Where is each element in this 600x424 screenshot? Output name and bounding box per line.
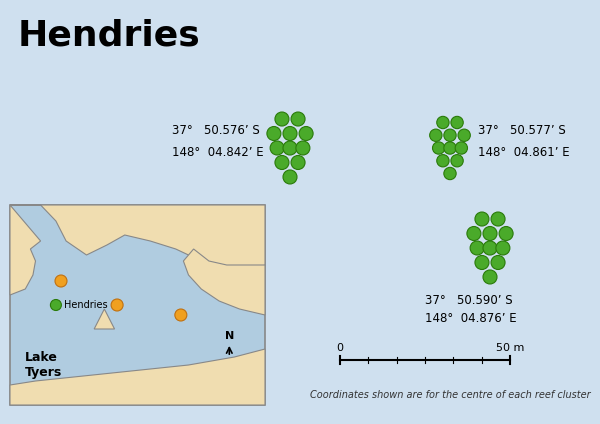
Polygon shape <box>184 249 265 315</box>
Circle shape <box>291 112 305 126</box>
Circle shape <box>483 241 497 255</box>
Circle shape <box>475 256 489 270</box>
Polygon shape <box>10 205 265 275</box>
Circle shape <box>50 299 61 310</box>
Circle shape <box>267 126 281 140</box>
Circle shape <box>433 142 445 154</box>
Text: 50 m: 50 m <box>496 343 524 353</box>
Polygon shape <box>10 205 41 295</box>
Text: Hendries: Hendries <box>64 300 107 310</box>
Circle shape <box>291 156 305 170</box>
Circle shape <box>111 299 123 311</box>
Text: N: N <box>224 331 234 341</box>
Circle shape <box>470 241 484 255</box>
Circle shape <box>444 167 456 180</box>
Circle shape <box>437 155 449 167</box>
Circle shape <box>475 212 489 226</box>
Circle shape <box>483 226 497 240</box>
Circle shape <box>55 275 67 287</box>
Circle shape <box>491 212 505 226</box>
Text: 148°  04.842’ E: 148° 04.842’ E <box>172 147 263 159</box>
Bar <box>10 205 265 405</box>
Circle shape <box>458 129 470 142</box>
Circle shape <box>451 116 463 128</box>
Text: 37°   50.590’ S: 37° 50.590’ S <box>425 293 512 307</box>
Circle shape <box>496 241 510 255</box>
Circle shape <box>283 170 297 184</box>
Circle shape <box>283 141 297 155</box>
Text: Coordinates shown are for the centre of each reef cluster: Coordinates shown are for the centre of … <box>310 390 590 400</box>
Circle shape <box>455 142 467 154</box>
Circle shape <box>283 126 297 140</box>
Polygon shape <box>10 349 265 405</box>
Text: Hendries: Hendries <box>18 18 201 52</box>
Circle shape <box>483 270 497 284</box>
Circle shape <box>296 141 310 155</box>
Text: 148°  04.876’ E: 148° 04.876’ E <box>425 312 517 324</box>
Circle shape <box>451 155 463 167</box>
Circle shape <box>467 226 481 240</box>
Text: 148°  04.861’ E: 148° 04.861’ E <box>478 147 569 159</box>
Polygon shape <box>94 309 115 329</box>
Text: Lake
Tyers: Lake Tyers <box>25 351 62 379</box>
Circle shape <box>499 226 513 240</box>
Circle shape <box>270 141 284 155</box>
Circle shape <box>175 309 187 321</box>
Circle shape <box>491 256 505 270</box>
Circle shape <box>299 126 313 140</box>
Text: 37°   50.577’ S: 37° 50.577’ S <box>478 123 566 137</box>
Circle shape <box>444 142 456 154</box>
Circle shape <box>275 156 289 170</box>
Circle shape <box>430 129 442 142</box>
Text: 37°   50.576’ S: 37° 50.576’ S <box>172 123 260 137</box>
Circle shape <box>275 112 289 126</box>
Circle shape <box>444 129 456 142</box>
Circle shape <box>437 116 449 128</box>
Text: 0: 0 <box>337 343 343 353</box>
